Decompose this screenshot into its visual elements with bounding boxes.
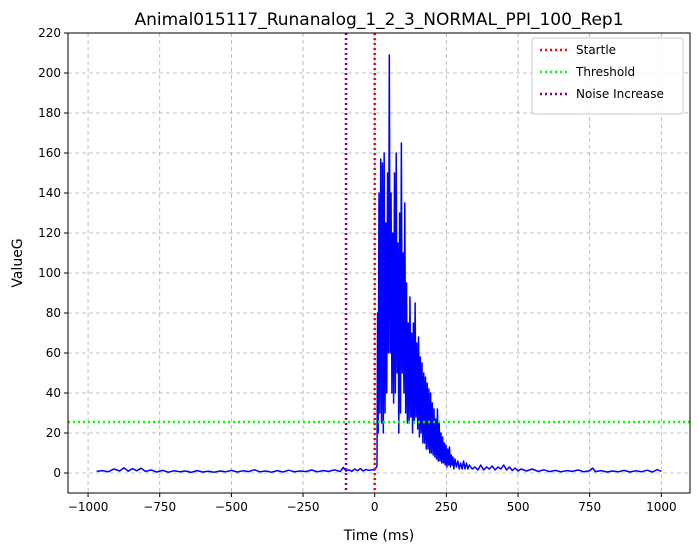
y-axis: 0 20 40 60 80 100 120 140 160 180 200 220 bbox=[38, 26, 68, 480]
plot-area bbox=[68, 33, 690, 493]
x-tick-label: 1000 bbox=[646, 500, 677, 514]
y-tick-label: 160 bbox=[38, 146, 61, 160]
x-axis: −1000 −750 −500 −250 0 250 500 750 1000 bbox=[68, 493, 677, 514]
x-tick-label: −1000 bbox=[68, 500, 109, 514]
x-tick-label: 500 bbox=[507, 500, 530, 514]
x-tick-label: −500 bbox=[215, 500, 248, 514]
y-tick-label: 0 bbox=[53, 466, 61, 480]
legend-label-threshold: Threshold bbox=[575, 65, 635, 79]
y-tick-label: 80 bbox=[46, 306, 61, 320]
y-tick-label: 60 bbox=[46, 346, 61, 360]
x-tick-label: −250 bbox=[287, 500, 320, 514]
x-tick-label: −750 bbox=[143, 500, 176, 514]
y-axis-label: ValueG bbox=[10, 238, 26, 287]
y-tick-label: 140 bbox=[38, 186, 61, 200]
y-tick-label: 40 bbox=[46, 386, 61, 400]
legend-label-noise-increase: Noise Increase bbox=[576, 87, 664, 101]
signal-series-line bbox=[96, 54, 662, 474]
y-tick-label: 220 bbox=[38, 26, 61, 40]
chart-title: Animal015117_Runanalog_1_2_3_NORMAL_PPI_… bbox=[134, 10, 623, 30]
y-tick-label: 200 bbox=[38, 66, 61, 80]
y-tick-label: 120 bbox=[38, 226, 61, 240]
legend: Startle Threshold Noise Increase bbox=[531, 37, 684, 115]
y-tick-label: 100 bbox=[38, 266, 61, 280]
x-axis-label: Time (ms) bbox=[343, 528, 415, 544]
x-tick-label: 250 bbox=[435, 500, 458, 514]
x-tick-label: 0 bbox=[371, 500, 379, 514]
legend-label-startle: Startle bbox=[576, 43, 616, 57]
y-tick-label: 20 bbox=[46, 426, 61, 440]
y-tick-label: 180 bbox=[38, 106, 61, 120]
legend-box bbox=[531, 37, 684, 115]
x-tick-label: 750 bbox=[578, 500, 601, 514]
plot-frame bbox=[67, 32, 691, 494]
